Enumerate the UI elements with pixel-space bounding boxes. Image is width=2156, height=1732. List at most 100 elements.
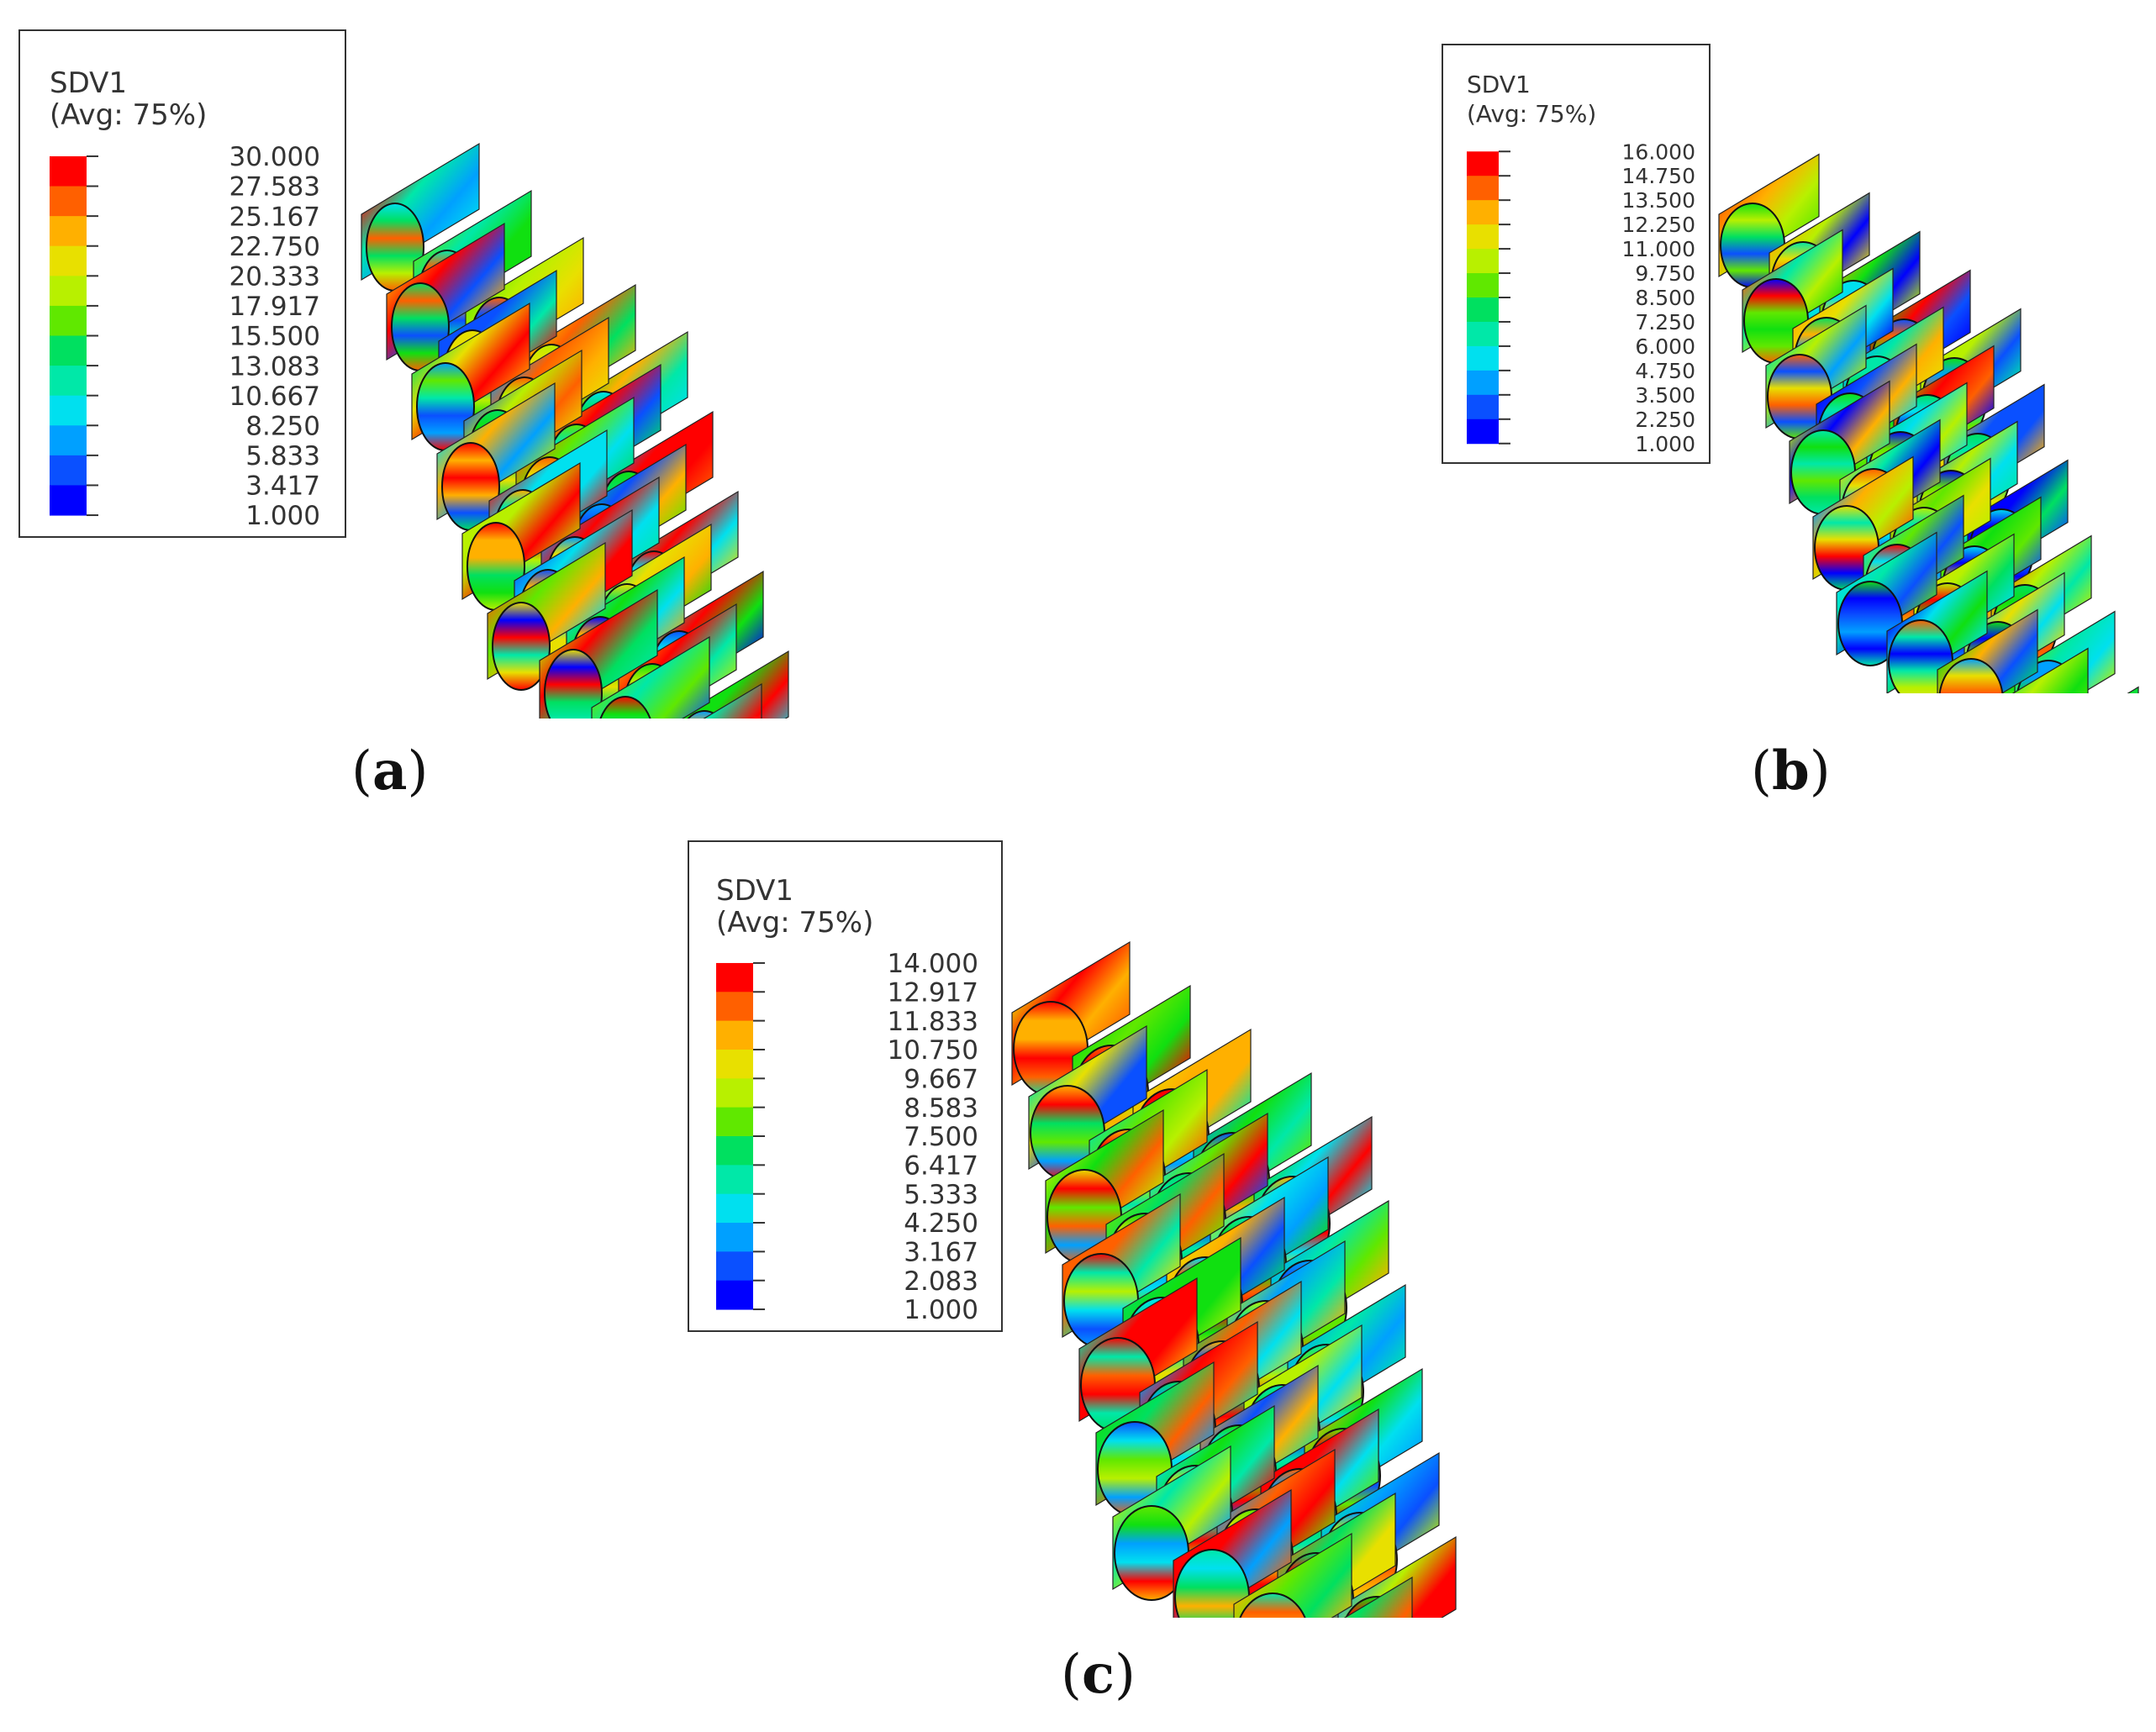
legend-value: 10.750 [888,1035,978,1066]
legend-value: 2.083 [904,1266,978,1297]
legend-value: 4.750 [1635,359,1695,383]
legend-b: SDV1 (Avg: 75%) 16.000 14.750 13.500 12.250… [1442,44,1711,464]
legend-value: 20.333 [229,261,320,292]
legend-swatch [716,1280,753,1310]
label-b-open: ( [1751,740,1772,803]
legend-swatch [50,186,87,217]
legend-c-subtitle: (Avg: 75%) [716,906,874,940]
label-a-letter: a [372,740,408,803]
legend-swatch [716,1193,753,1224]
legend-swatch [50,305,87,336]
legend-swatch [716,1049,753,1079]
legend-value: 3.417 [245,471,320,502]
legend-value: 2.250 [1635,408,1695,432]
legend-swatch [50,425,87,456]
legend-value: 1.000 [245,501,320,527]
label-b: (b) [1751,740,1831,803]
model-b [1718,153,2139,693]
rod-body [703,682,762,719]
legend-value: 12.250 [1622,213,1695,237]
legend-c: SDV1 (Avg: 75%) 14.000 12.917 11.833 10.750… [688,840,1003,1332]
legend-swatch [50,155,87,187]
legend-value: 14.750 [1622,164,1695,188]
legend-a-title: SDV1 [50,66,128,100]
label-c-letter: c [1081,1643,1115,1706]
legend-value: 7.500 [904,1122,978,1152]
legend-value: 14.000 [888,951,978,979]
legend-swatch [1467,345,1499,371]
legend-value: 6.000 [1635,334,1695,359]
legend-value: 22.750 [229,232,320,262]
legend-swatch [50,216,87,247]
legend-value: 11.833 [888,1007,978,1037]
legend-value: 8.583 [904,1093,978,1124]
legend-swatch [1467,297,1499,323]
rod-end-face [1938,658,2004,693]
legend-c-title: SDV1 [716,874,794,908]
legend-swatch [1467,419,1499,445]
legend-swatch [716,1078,753,1108]
legend-value: 15.500 [229,322,320,352]
legend-value: 7.250 [1635,310,1695,334]
label-c-open: ( [1061,1644,1082,1706]
legend-value: 27.583 [229,172,320,203]
legend-value: 16.000 [1622,142,1695,164]
model-c [1011,940,1457,1618]
legend-value: 12.917 [888,977,978,1008]
label-b-close: ) [1809,740,1831,803]
legend-swatch [1467,273,1499,298]
legend-swatch [1467,151,1499,176]
legend-value: 3.500 [1635,383,1695,408]
label-a: (a) [351,740,428,803]
rod-end-face [544,649,603,719]
legend-swatch [50,245,87,276]
legend-value: 9.667 [904,1064,978,1094]
legend-a: SDV1 (Avg: 75%) 30.000 27.583 25.167 22.750… [18,29,346,538]
legend-c-scale: 14.00012.91711.83310.7509.6678.5837.5006… [716,951,978,1321]
legend-value: 13.083 [229,351,320,382]
legend-swatch [716,1107,753,1137]
legend-value: 30.000 [229,145,320,172]
legend-value: 3.167 [904,1238,978,1268]
legend-swatch [716,1165,753,1195]
model-a [361,142,789,719]
legend-value: 5.333 [904,1180,978,1210]
legend-swatch [1467,200,1499,225]
rod-body [1343,1576,1413,1618]
legend-swatch [1467,370,1499,396]
legend-swatch [50,335,87,366]
legend-b-title: SDV1 [1467,71,1531,98]
legend-a-subtitle: (Avg: 75%) [50,98,208,132]
legend-value: 4.250 [904,1208,978,1239]
legend-b-scale: 16.00014.75013.50012.25011.0009.7508.500… [1467,142,1695,453]
legend-value: 1.000 [1635,432,1695,453]
legend-value: 8.500 [1635,286,1695,310]
legend-swatch [50,276,87,307]
legend-a-scale: 30.00027.58325.16722.75020.33317.91715.5… [50,145,320,527]
label-a-open: ( [351,740,372,803]
legend-swatch [50,395,87,426]
legend-swatch [716,1136,753,1166]
legend-swatch [716,1251,753,1282]
legend-value: 9.750 [1635,261,1695,286]
label-a-close: ) [407,740,429,803]
legend-value: 5.833 [245,441,320,471]
label-b-letter: b [1771,740,1810,803]
legend-swatch [716,962,753,992]
rod-body [2127,686,2139,693]
legend-swatch [716,1020,753,1050]
legend-swatch [50,455,87,486]
legend-value: 1.000 [904,1295,978,1321]
legend-swatch [50,366,87,397]
legend-swatch [1467,176,1499,201]
legend-swatch [1467,224,1499,250]
label-c: (c) [1061,1643,1136,1706]
legend-swatch [1467,321,1499,347]
legend-value: 25.167 [229,202,320,232]
rod-end-face [492,602,551,691]
legend-value: 6.417 [904,1151,978,1182]
legend-b-subtitle: (Avg: 75%) [1467,100,1597,128]
rod-body [2011,647,2089,693]
legend-swatch [50,485,87,516]
legend-swatch [1467,249,1499,274]
